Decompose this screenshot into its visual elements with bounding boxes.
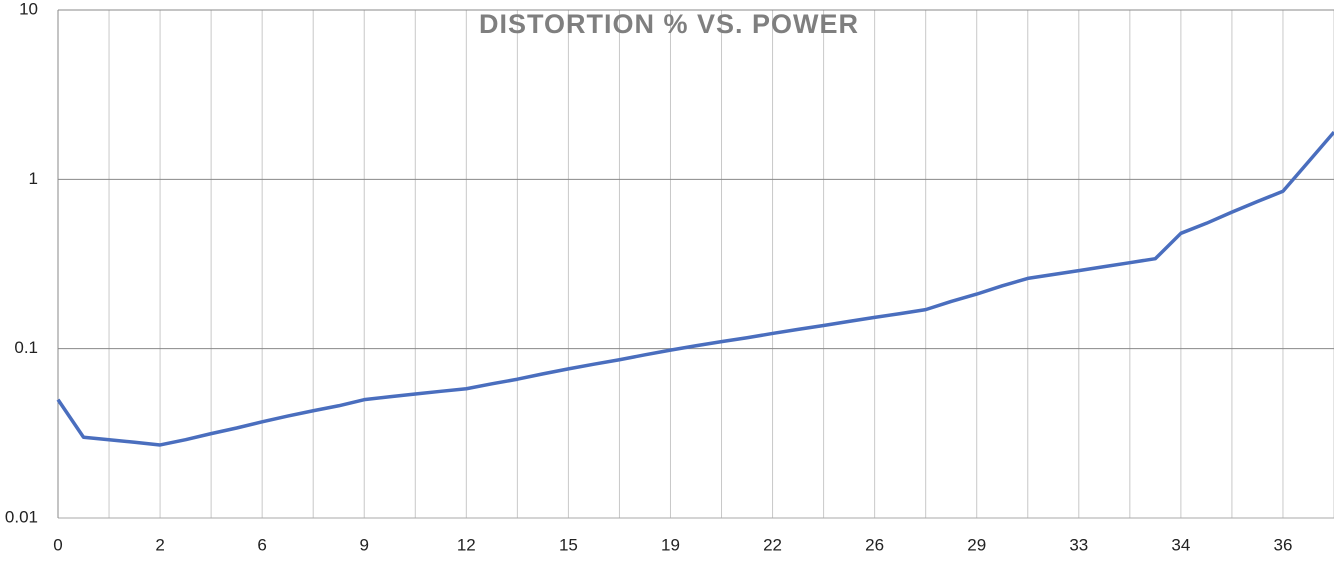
x-tick-label: 36 <box>1273 535 1292 554</box>
x-tick-label: 9 <box>360 535 369 554</box>
x-tick-label: 33 <box>1069 535 1088 554</box>
x-tick-label: 19 <box>661 535 680 554</box>
y-tick-label: 0.01 <box>5 507 38 526</box>
x-tick-label: 15 <box>559 535 578 554</box>
y-tick-label: 10 <box>19 0 38 18</box>
x-tick-label: 6 <box>257 535 266 554</box>
data-line <box>56 130 1334 447</box>
x-tick-label: 34 <box>1171 535 1190 554</box>
x-tick-label: 26 <box>865 535 884 554</box>
x-tick-label: 29 <box>967 535 986 554</box>
y-tick-label: 1 <box>29 169 38 188</box>
x-tick-label: 12 <box>457 535 476 554</box>
y-tick-label: 0.1 <box>14 338 38 357</box>
x-tick-label: 2 <box>155 535 164 554</box>
x-tick-label: 22 <box>763 535 782 554</box>
x-tick-label: 0 <box>53 535 62 554</box>
chart-title: DISTORTION % VS. POWER <box>479 9 859 39</box>
